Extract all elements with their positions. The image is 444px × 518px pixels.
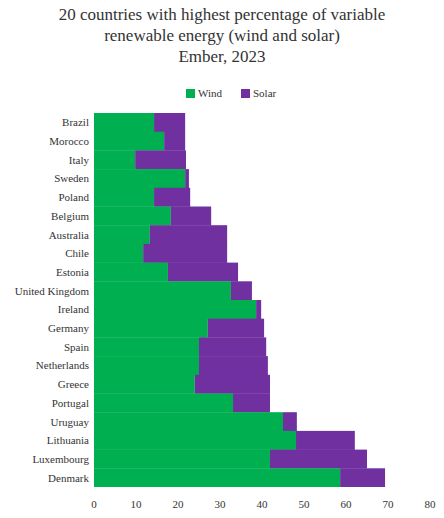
bar: [94, 337, 199, 356]
bar: [231, 281, 252, 300]
bar: [171, 207, 211, 226]
legend-swatch: [186, 89, 195, 98]
bar: [94, 412, 283, 431]
bar: [94, 150, 135, 169]
category-label: United Kingdom: [15, 285, 90, 297]
x-tick-label: 0: [91, 498, 97, 510]
bar: [296, 431, 355, 450]
x-tick-label: 60: [341, 498, 353, 510]
bar: [94, 207, 171, 226]
title: renewable energy (wind and solar): [104, 26, 340, 45]
category-label: Sweden: [54, 172, 89, 184]
bar: [94, 394, 233, 413]
legend-swatch: [241, 89, 250, 98]
category-label: Germany: [48, 322, 89, 334]
category-label: Denmark: [48, 472, 89, 484]
category-label: Australia: [49, 229, 89, 241]
category-label: Poland: [58, 191, 89, 203]
bar: [94, 300, 256, 319]
x-tick-label: 20: [173, 498, 185, 510]
category-label: Portugal: [52, 397, 89, 409]
category-label: Belgium: [51, 210, 89, 222]
chart: 20 countries with highest percentage of …: [0, 0, 444, 518]
bar: [199, 337, 266, 356]
bar: [94, 169, 185, 188]
bar: [283, 412, 297, 431]
bar: [94, 468, 340, 487]
bar: [94, 319, 208, 338]
x-tick-label: 70: [383, 498, 395, 510]
bar: [195, 375, 270, 394]
category-label: Netherlands: [36, 359, 89, 371]
category-label: Estonia: [56, 266, 89, 278]
category-label: Spain: [64, 341, 90, 353]
bar: [233, 394, 270, 413]
bar: [143, 244, 227, 263]
bar: [150, 225, 227, 244]
bar: [135, 150, 186, 169]
bars: [94, 113, 385, 487]
bar: [154, 113, 185, 132]
subtitle: Ember, 2023: [178, 47, 265, 66]
category-label: Brazil: [62, 116, 89, 128]
category-label: Morocco: [49, 135, 89, 147]
x-tick-label: 30: [215, 498, 227, 510]
bar: [208, 319, 264, 338]
bar: [185, 169, 189, 188]
category-label: Greece: [58, 378, 89, 390]
bar: [154, 188, 190, 207]
legend-label: Wind: [198, 87, 222, 99]
category-label: Italy: [69, 154, 90, 166]
bar: [94, 225, 150, 244]
x-tick-label: 80: [425, 498, 437, 510]
bar: [168, 263, 238, 282]
x-tick-label: 50: [299, 498, 311, 510]
category-label: Chile: [65, 247, 89, 259]
category-label: Ireland: [58, 303, 90, 315]
category-label: Luxembourg: [32, 453, 89, 465]
bar: [164, 132, 185, 151]
bar: [94, 375, 195, 394]
legend-label: Solar: [253, 87, 277, 99]
bar: [94, 132, 164, 151]
category-label: Uruguay: [51, 416, 90, 428]
bar: [94, 431, 296, 450]
bar: [94, 244, 143, 263]
bar: [340, 468, 385, 487]
title: 20 countries with highest percentage of …: [59, 5, 386, 24]
bar: [94, 356, 199, 375]
bar: [94, 113, 154, 132]
bar: [199, 356, 268, 375]
bar: [94, 450, 270, 469]
bar: [94, 263, 168, 282]
x-tick-label: 40: [257, 498, 269, 510]
bar: [94, 281, 231, 300]
bar: [256, 300, 261, 319]
bar: [270, 450, 367, 469]
category-label: Lithuania: [47, 434, 89, 446]
bar: [94, 188, 154, 207]
x-tick-label: 10: [131, 498, 143, 510]
